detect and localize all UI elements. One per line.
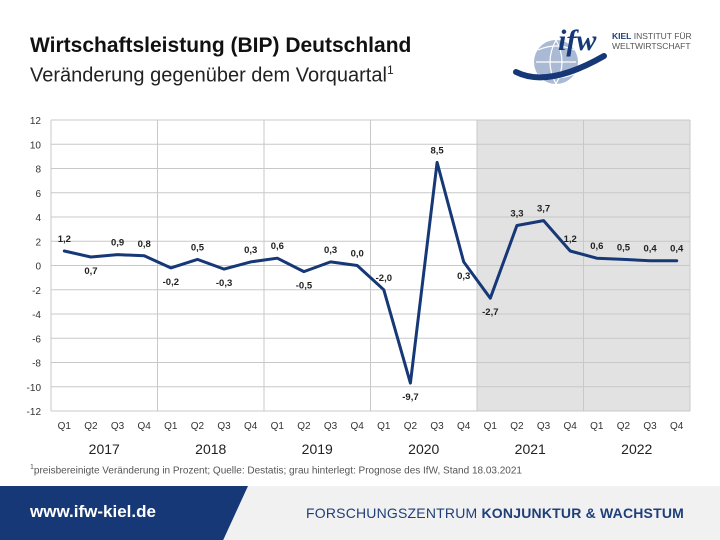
data-label: 8,5 [430,145,444,156]
data-label: 3,3 [510,208,523,219]
data-label: 0,4 [670,244,684,255]
x-tick-label: Q4 [564,421,578,432]
data-label: 0,3 [324,245,337,256]
data-label: 0,6 [271,241,284,252]
series-line [62,160,679,385]
x-tick-label: Q1 [58,421,72,432]
y-tick-label: -2 [32,286,41,297]
y-tick-label: 12 [30,116,42,127]
data-label: -0,5 [296,281,313,292]
footer-research-center: FORSCHUNGSZENTRUM KONJUNKTUR & WACHSTUM [306,505,684,521]
x-tick-label: Q4 [138,421,152,432]
year-label: 2021 [515,441,546,457]
year-label: 2017 [89,441,120,457]
y-tick-label: -10 [27,383,42,394]
x-tick-label: Q4 [670,421,684,432]
footnote-mark: 1 [30,464,34,471]
subtitle-footnote-mark: 1 [386,63,394,77]
y-tick-label: 10 [30,140,42,151]
logo-line2: WELTWIRTSCHAFT [612,41,691,51]
x-tick-label: Q3 [217,421,231,432]
x-tick-label: Q2 [84,421,98,432]
x-tick-label: Q1 [484,421,498,432]
year-label: 2020 [408,441,439,457]
y-tick-label: 8 [35,165,41,176]
logo-institute-name: KIEL INSTITUT FÜR WELTWIRTSCHAFT [612,31,692,51]
x-tick-label: Q2 [404,421,418,432]
data-label: 1,2 [58,234,71,245]
data-label: 0,3 [244,245,257,256]
gdp-line-chart: 12 10 8 6 4 2 0 -2 -4 -6 -8 -10 -12 Q1 Q2 Q3 Q4 Q1 Q2 Q3 Q4 Q… [27,116,691,457]
logo-line1-bold: KIEL [612,31,632,41]
x-tick-label: Q4 [351,421,365,432]
data-label: 0,8 [138,239,151,250]
x-tick-label: Q2 [510,421,524,432]
footer-url-link[interactable]: www.ifw-kiel.de [30,502,156,521]
y-tick-label: -4 [32,310,41,321]
footnote: 1preisbereinigte Veränderung in Prozent;… [30,464,522,476]
year-label: 2018 [195,441,226,457]
footer-center-light: FORSCHUNGSZENTRUM [306,505,478,521]
data-label: -9,7 [402,392,418,403]
y-tick-label: 0 [35,262,41,273]
x-tick-label: Q3 [324,421,338,432]
x-tick-label: Q1 [590,421,604,432]
footnote-text: preisbereinigte Veränderung in Prozent; … [33,465,522,477]
x-tick-label: Q1 [271,421,285,432]
x-tick-label: Q4 [457,421,471,432]
data-label: 0,4 [643,244,657,255]
data-label: -0,3 [216,278,232,289]
y-tick-label: 4 [35,213,41,224]
y-tick-label: -6 [32,334,41,345]
data-label: -0,2 [163,277,179,288]
x-tick-label: Q3 [537,421,551,432]
x-tick-label: Q1 [164,421,178,432]
y-tick-label: -12 [27,407,42,418]
ifw-logo: ifw [513,24,607,85]
data-label: 0,5 [191,242,205,253]
logo-line1: INSTITUT FÜR [633,31,692,41]
x-tick-label: Q2 [191,421,205,432]
data-label: -2,7 [482,307,498,318]
data-label: 0,7 [84,266,97,277]
data-label: 0,3 [457,271,470,282]
chart-subtitle: Veränderung gegenüber dem Vorquartal1 [30,63,394,88]
y-tick-label: 2 [35,237,41,248]
y-tick-label: 6 [35,189,41,200]
x-tick-label: Q3 [111,421,125,432]
footer-url-band [0,486,248,540]
x-tick-label: Q4 [244,421,258,432]
footer-center-bold: KONJUNKTUR & WACHSTUM [481,505,685,521]
data-label: 0,6 [590,241,603,252]
year-label: 2022 [621,441,652,457]
x-tick-label: Q2 [617,421,631,432]
data-label: 1,2 [564,234,577,245]
logo-wordmark: ifw [558,24,597,57]
chart-title: Wirtschaftsleistung (BIP) Deutschland [30,34,412,57]
data-label: -2,0 [376,273,392,284]
footer-bar: www.ifw-kiel.de FORSCHUNGSZENTRUM KONJUN… [0,486,720,540]
data-label: 0,0 [351,249,364,260]
x-tick-label: Q3 [643,421,657,432]
x-tick-label: Q1 [377,421,391,432]
y-tick-label: -8 [32,359,41,370]
data-label: 0,5 [617,242,631,253]
x-tick-label: Q3 [430,421,444,432]
data-label: 3,7 [537,204,550,215]
year-label: 2019 [302,441,333,457]
subtitle-text: Veränderung gegenüber dem Vorquartal [30,64,387,87]
data-label: 0,9 [111,238,124,249]
x-tick-label: Q2 [297,421,311,432]
